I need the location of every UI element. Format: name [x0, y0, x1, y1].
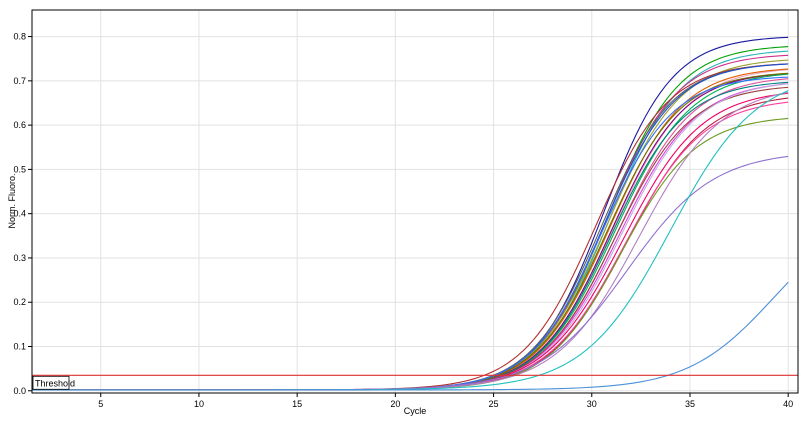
x-tick-label: 30	[587, 399, 597, 409]
x-tick-label: 5	[98, 399, 103, 409]
y-tick-label: 0.4	[13, 209, 26, 219]
y-tick-label: 0.3	[13, 253, 26, 263]
x-tick-label: 25	[489, 399, 499, 409]
series-line-27[interactable]	[32, 281, 789, 391]
threshold-label-box[interactable]	[32, 375, 70, 390]
series-lines	[32, 36, 789, 391]
threshold-label: Threshold	[35, 378, 75, 388]
x-tick-label: 10	[194, 399, 204, 409]
y-tick-label: 0.7	[13, 76, 26, 86]
x-tick-label: 20	[390, 399, 400, 409]
y-axis-ticks: 0.0 0.1 0.2 0.3 0.4 0.5 0.6 0.7 0.8	[13, 32, 32, 396]
y-tick-label: 0.2	[13, 297, 26, 307]
threshold-group: Threshold	[32, 374, 798, 390]
y-tick-label: 0.0	[13, 386, 26, 396]
plot-background	[32, 10, 798, 393]
y-tick-label: 0.6	[13, 120, 26, 130]
x-axis-title: Cycle	[404, 406, 427, 416]
y-tick-label: 0.8	[13, 32, 26, 42]
y-tick-label: 0.5	[13, 164, 26, 174]
x-tick-label: 15	[292, 399, 302, 409]
y-axis-title: Norm. Fluoro.	[7, 173, 17, 228]
plot-frame	[31, 9, 799, 394]
x-tick-label: 35	[685, 399, 695, 409]
x-axis-ticks: 5 10 15 20 25 30 35 40	[98, 393, 793, 409]
x-tick-label: 40	[783, 399, 793, 409]
y-tick-label: 0.1	[13, 342, 26, 352]
